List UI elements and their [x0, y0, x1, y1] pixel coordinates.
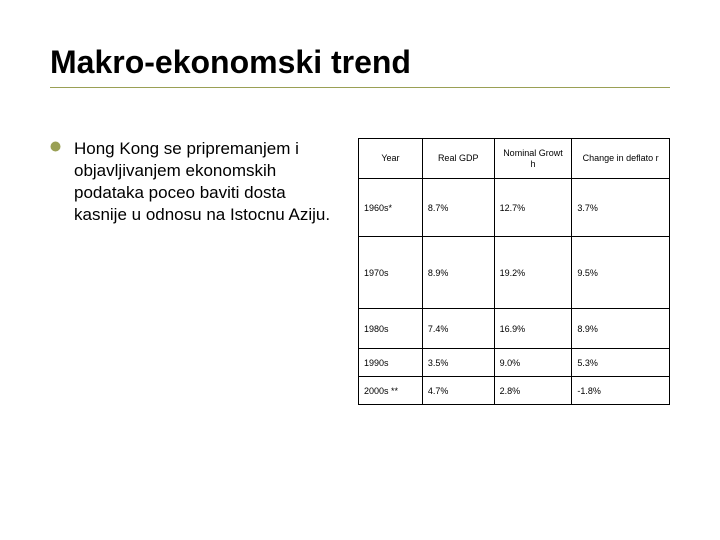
- bullet-dot-icon: [50, 138, 64, 226]
- title-underline: [50, 87, 670, 88]
- data-table-wrap: Year Real GDP Nominal Growt h Change in …: [358, 138, 670, 405]
- cell-real-gdp: 4.7%: [422, 377, 494, 405]
- col-year: Year: [359, 139, 423, 179]
- cell-nominal: 16.9%: [494, 309, 572, 349]
- cell-year: 1970s: [359, 237, 423, 309]
- slide: Makro-ekonomski trend Hong Kong se pripr…: [0, 0, 720, 540]
- table-row: 1960s* 8.7% 12.7% 3.7%: [359, 179, 670, 237]
- table-row: 2000s ** 4.7% 2.8% -1.8%: [359, 377, 670, 405]
- cell-real-gdp: 8.9%: [422, 237, 494, 309]
- cell-real-gdp: 8.7%: [422, 179, 494, 237]
- cell-real-gdp: 7.4%: [422, 309, 494, 349]
- data-table: Year Real GDP Nominal Growt h Change in …: [358, 138, 670, 405]
- col-real-gdp: Real GDP: [422, 139, 494, 179]
- cell-nominal: 9.0%: [494, 349, 572, 377]
- cell-year: 1990s: [359, 349, 423, 377]
- cell-deflator: 3.7%: [572, 179, 670, 237]
- col-nominal: Nominal Growt h: [494, 139, 572, 179]
- cell-real-gdp: 3.5%: [422, 349, 494, 377]
- bullet-text: Hong Kong se pripremanjem i objavljivanj…: [74, 138, 340, 226]
- bullet-item: Hong Kong se pripremanjem i objavljivanj…: [50, 138, 340, 226]
- cell-deflator: -1.8%: [572, 377, 670, 405]
- cell-deflator: 9.5%: [572, 237, 670, 309]
- cell-nominal: 2.8%: [494, 377, 572, 405]
- page-title: Makro-ekonomski trend: [50, 44, 670, 81]
- body-row: Hong Kong se pripremanjem i objavljivanj…: [50, 138, 670, 405]
- col-deflator: Change in deflato r: [572, 139, 670, 179]
- cell-nominal: 12.7%: [494, 179, 572, 237]
- cell-year: 2000s **: [359, 377, 423, 405]
- table-header-row: Year Real GDP Nominal Growt h Change in …: [359, 139, 670, 179]
- table-row: 1990s 3.5% 9.0% 5.3%: [359, 349, 670, 377]
- cell-year: 1960s*: [359, 179, 423, 237]
- cell-nominal: 19.2%: [494, 237, 572, 309]
- table-row: 1970s 8.9% 19.2% 9.5%: [359, 237, 670, 309]
- cell-deflator: 5.3%: [572, 349, 670, 377]
- table-row: 1980s 7.4% 16.9% 8.9%: [359, 309, 670, 349]
- cell-deflator: 8.9%: [572, 309, 670, 349]
- cell-year: 1980s: [359, 309, 423, 349]
